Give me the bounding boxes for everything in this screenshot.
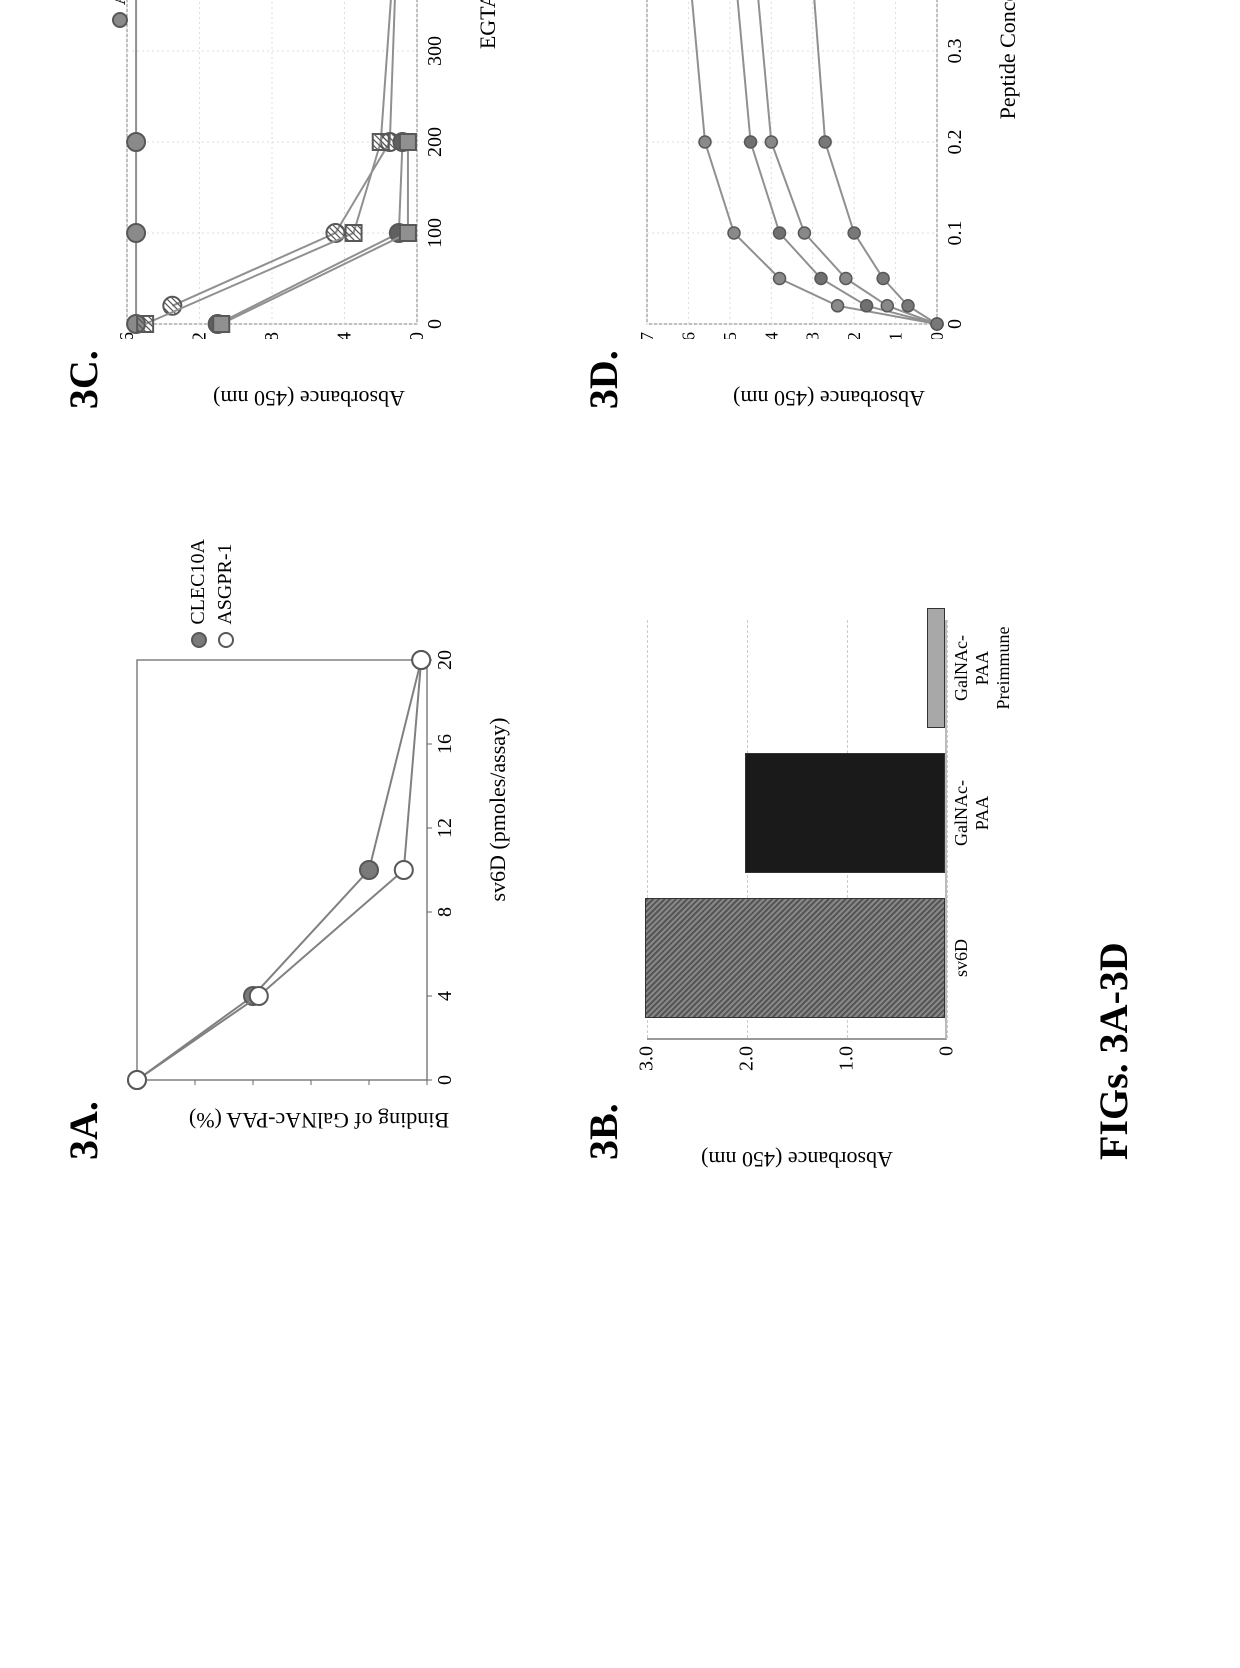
svg-text:0.4: 0.4 bbox=[334, 332, 356, 339]
panel-3a-xlabel: sv6D (pmoles/assay) bbox=[485, 529, 511, 1090]
figure-caption: FIGs. 3A-3D bbox=[1090, 0, 1137, 1160]
panel-3d: 3D. Absorbance (450 nm) 0 0.1 0.2 0.3 0.4 0.5… bbox=[580, 0, 1060, 409]
svg-text:0.1: 0.1 bbox=[944, 221, 966, 246]
svg-text:0: 0 bbox=[424, 319, 446, 329]
bar bbox=[927, 608, 945, 728]
panel-3c-label: 3C. bbox=[60, 0, 107, 409]
tick-label: 2.0 bbox=[736, 1038, 759, 1071]
svg-text:0: 0 bbox=[944, 319, 966, 329]
svg-text:0.3: 0.3 bbox=[803, 332, 823, 339]
panel-3b-ylabel: Absorbance (450 nm) bbox=[701, 1146, 893, 1172]
svg-text:0: 0 bbox=[434, 1075, 456, 1085]
tick-label: 0 bbox=[936, 1038, 959, 1056]
svg-text:1.2: 1.2 bbox=[189, 332, 211, 339]
svg-text:0: 0 bbox=[927, 332, 947, 339]
svg-text:0.4: 0.4 bbox=[761, 332, 781, 339]
panel-3a: 3A. Binding of GalNAc-PAA (%) 0204060801… bbox=[60, 529, 540, 1160]
panel-3d-xlabel: Peptide Concentration (μM) bbox=[995, 0, 1021, 339]
svg-text:0.2: 0.2 bbox=[944, 130, 966, 155]
svg-text:300: 300 bbox=[424, 36, 446, 66]
panel-3b-chart: 01.02.03.0sv6DGalNAc- PAAGalNAc- PAA Pre… bbox=[647, 620, 947, 1040]
panel-3b-label: 3B. bbox=[580, 529, 627, 1160]
panel-3d-ylabel: Absorbance (450 nm) bbox=[733, 385, 925, 411]
svg-text:0.3: 0.3 bbox=[944, 39, 966, 64]
panel-3a-chart: 020406080100048121620 bbox=[127, 650, 457, 1090]
svg-text:4: 4 bbox=[434, 991, 456, 1001]
bar bbox=[645, 898, 945, 1018]
svg-text:20: 20 bbox=[434, 650, 456, 670]
legend-item-asgpr1: ASGPR-1 bbox=[214, 539, 237, 649]
panel-3a-legend: CLEC10A ASGPR-1 bbox=[187, 539, 241, 649]
legend-item-clec10a: CLEC10A bbox=[187, 539, 210, 649]
svg-text:0.6: 0.6 bbox=[678, 332, 698, 339]
tick-label: 1.0 bbox=[836, 1038, 859, 1071]
panel-3c: 3C. Absorbance (450 nm) 00.40.81.21.6010… bbox=[60, 0, 540, 409]
svg-text:12: 12 bbox=[434, 818, 456, 838]
legend-text: ASGPR-1 bbox=[214, 544, 237, 625]
figure-grid: 3A. Binding of GalNAc-PAA (%) 0204060801… bbox=[60, 0, 1060, 1160]
panel-3c-chart: 00.40.81.21.60100200300400500 bbox=[117, 0, 447, 339]
svg-text:8: 8 bbox=[434, 907, 456, 917]
svg-text:200: 200 bbox=[424, 127, 446, 157]
bar bbox=[745, 753, 945, 873]
panel-3d-label: 3D. bbox=[580, 0, 627, 409]
svg-text:0.8: 0.8 bbox=[261, 332, 283, 339]
svg-text:0.5: 0.5 bbox=[720, 332, 740, 339]
svg-text:0.1: 0.1 bbox=[886, 332, 906, 339]
svg-text:0.7: 0.7 bbox=[637, 332, 657, 339]
figure-page: 3A. Binding of GalNAc-PAA (%) 0204060801… bbox=[0, 0, 1240, 1240]
panel-3c-ylabel: Absorbance (450 nm) bbox=[213, 385, 405, 411]
panel-3a-label: 3A. bbox=[60, 529, 107, 1160]
panel-3a-ylabel: Binding of GalNAc-PAA (%) bbox=[189, 1107, 449, 1133]
panel-3c-xlabel: EGTA (μM) bbox=[475, 0, 501, 339]
panel-3c-legend-anti: Anti-CLEC10A bbox=[109, 0, 135, 29]
panel-3d-chart: 00.10.20.30.40.50.60.700.10.20.30.40.5 bbox=[637, 0, 967, 339]
panel-3b: 3B. Absorbance (450 nm) 01.02.03.0sv6DGa… bbox=[580, 529, 1060, 1160]
svg-text:0: 0 bbox=[406, 332, 428, 339]
tick-label: 3.0 bbox=[636, 1038, 659, 1071]
svg-text:0.2: 0.2 bbox=[844, 332, 864, 339]
svg-text:16: 16 bbox=[434, 734, 456, 754]
legend-text: CLEC10A bbox=[187, 539, 210, 625]
svg-text:100: 100 bbox=[424, 218, 446, 248]
bar-label: GalNAc- PAA bbox=[945, 743, 993, 883]
legend-text: Anti-CLEC10A bbox=[109, 0, 131, 5]
bar-label: GalNAc- PAA Preimmune bbox=[945, 598, 1014, 738]
bar-label: sv6D bbox=[945, 888, 972, 1028]
